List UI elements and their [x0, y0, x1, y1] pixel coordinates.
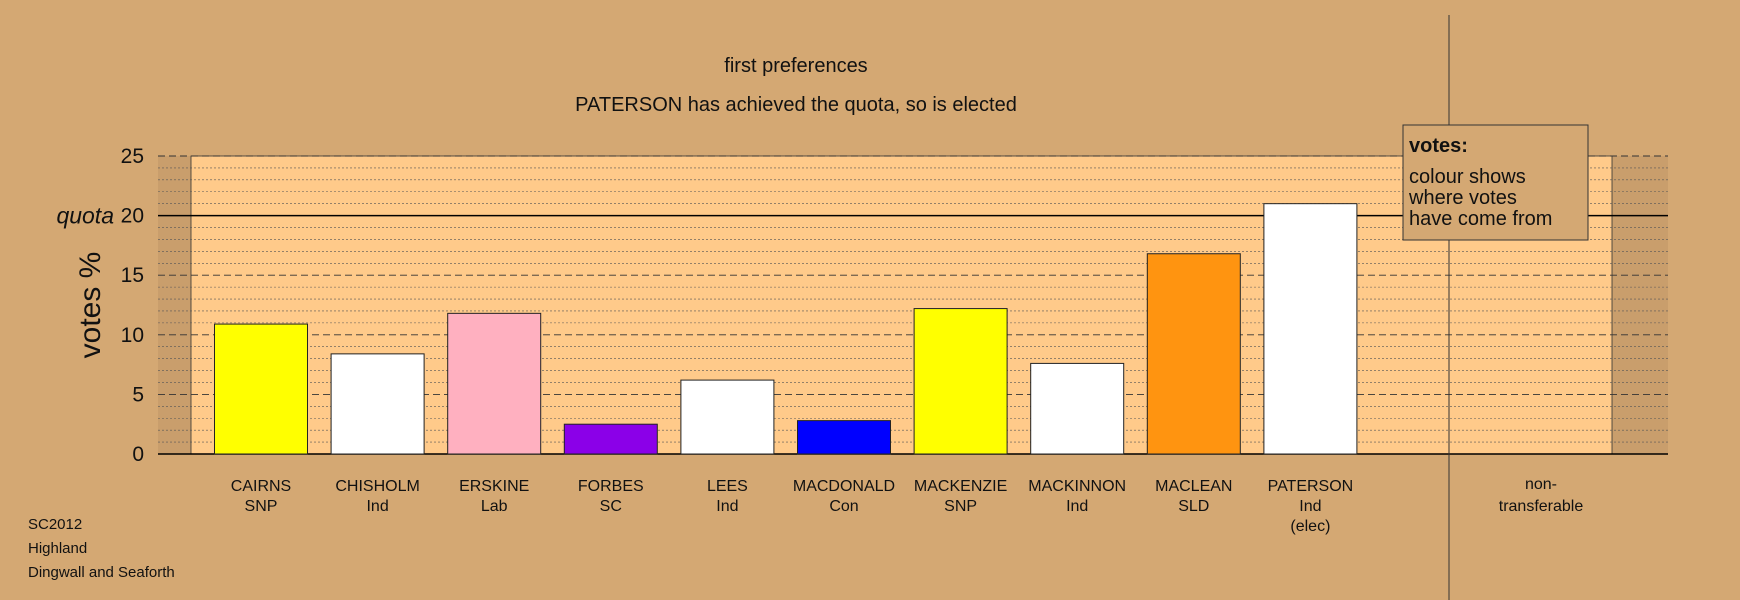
legend-line: have come from [1409, 208, 1552, 230]
quota-label: quota [56, 203, 114, 229]
non-transferable-label-2: transferable [1499, 498, 1584, 515]
bar-forbes [563, 423, 658, 455]
y-tick-label: 25 [121, 145, 144, 168]
chart-subtitle: PATERSON has achieved the quota, so is e… [575, 94, 1017, 116]
x-label-party: Ind [1066, 498, 1088, 515]
bar-lees [680, 379, 775, 455]
bar-erskine [447, 312, 542, 455]
y-tick-label: 5 [132, 383, 144, 406]
legend-box [1402, 124, 1589, 241]
x-label-party: SNP [245, 498, 278, 515]
legend-title: votes: [1409, 135, 1468, 157]
chart-title: first preferences [724, 55, 867, 77]
x-label-party: Ind [1299, 498, 1321, 515]
x-label-party: SC [600, 498, 622, 515]
bar-cairns [214, 323, 308, 455]
bar-mackenzie [913, 308, 1008, 455]
x-label-name: FORBES [578, 478, 644, 495]
bar-maclean [1146, 253, 1241, 455]
x-label-party: SNP [944, 498, 977, 515]
x-label-party: Ind [716, 498, 738, 515]
footer-council: Highland [28, 540, 88, 557]
x-label-status: (elec) [1290, 518, 1330, 535]
y-tick-label: 15 [121, 264, 144, 287]
plot-area [190, 155, 1613, 455]
footer-election: SC2012 [28, 516, 83, 533]
x-label-name: CAIRNS [231, 478, 291, 495]
x-label-party: Lab [481, 498, 508, 515]
x-label-name: MACLEAN [1155, 478, 1232, 495]
x-label-party: SLD [1178, 498, 1209, 515]
x-label-name: LEES [707, 478, 748, 495]
footer: SC2012 Highland Dingwall and Seaforth [28, 513, 175, 585]
y-axis-label: votes % [74, 252, 107, 359]
x-label-party: Ind [366, 498, 388, 515]
footer-ward: Dingwall and Seaforth [28, 564, 175, 581]
x-label-name: ERSKINE [459, 478, 529, 495]
legend-line: colour shows [1409, 166, 1526, 188]
x-label-name: PATERSON [1268, 478, 1354, 495]
legend-line: where votes [1408, 187, 1517, 209]
x-label-name: MACKINNON [1028, 478, 1126, 495]
x-label-party: Con [829, 498, 858, 515]
bar-chisholm [330, 353, 425, 455]
bar-mackinnon [1030, 362, 1125, 455]
x-label-name: MACDONALD [793, 478, 895, 495]
bar-macdonald [797, 420, 891, 455]
y-tick-label: 0 [132, 443, 144, 466]
bar-paterson [1263, 203, 1358, 455]
y-tick-label: 10 [121, 324, 144, 347]
non-transferable-label-1: non- [1525, 476, 1557, 493]
y-tick-label: 20 [121, 205, 144, 228]
x-label-name: MACKENZIE [914, 478, 1007, 495]
x-label-name: CHISHOLM [335, 478, 419, 495]
